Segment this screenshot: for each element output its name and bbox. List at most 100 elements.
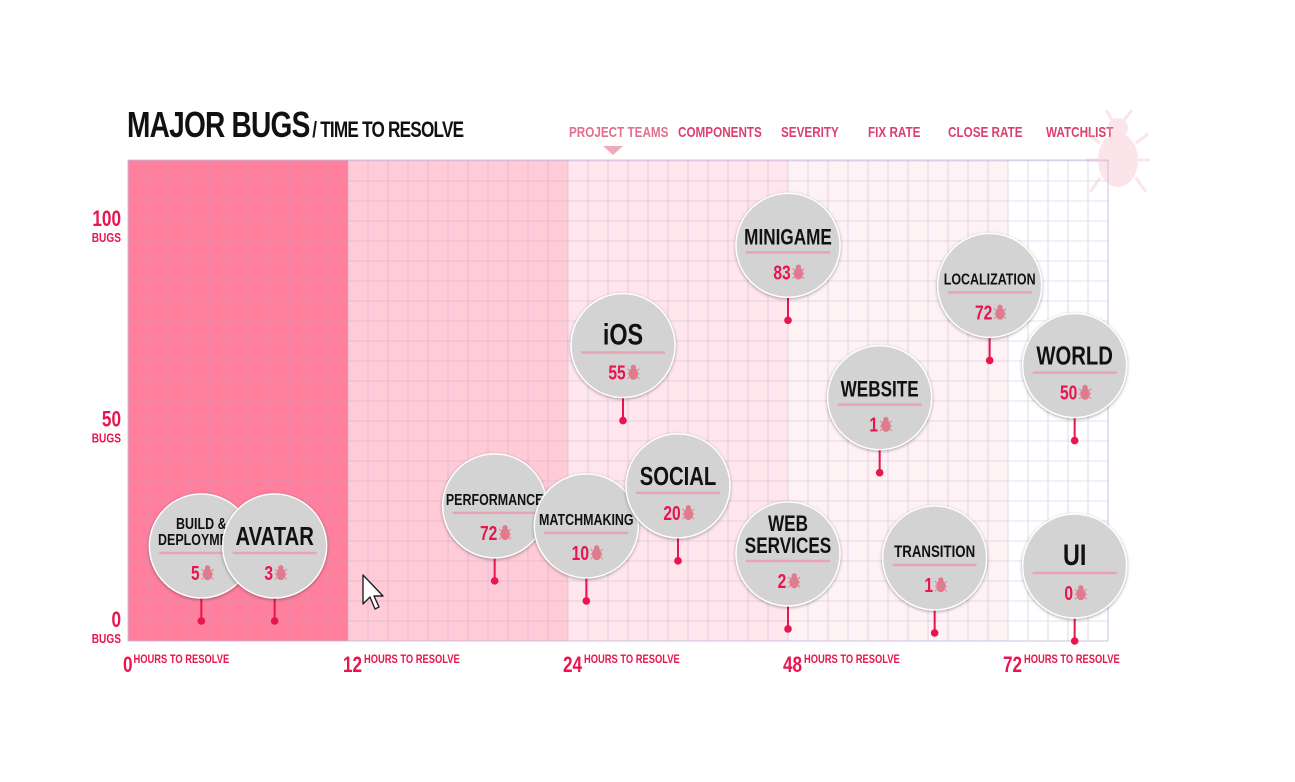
point-value-label: 72 xyxy=(480,522,497,544)
point-dot xyxy=(619,416,627,425)
svg-text:BUGS: BUGS xyxy=(92,231,121,245)
point-name-label: PERFORMANCE xyxy=(446,491,544,509)
svg-text:0: 0 xyxy=(123,653,133,678)
point-bubble xyxy=(881,505,988,611)
data-point[interactable]: WEBSITE 1 xyxy=(826,344,933,477)
point-dot xyxy=(1070,436,1079,445)
point-dot xyxy=(582,597,591,605)
data-point[interactable]: MATCHMAKING 10 xyxy=(533,473,640,605)
x-tick-label: 12 HOURS TO RESOLVE xyxy=(343,653,460,678)
point-value-label: 0 xyxy=(1064,582,1073,604)
point-value-label: 83 xyxy=(773,261,790,283)
svg-text:HOURS TO RESOLVE: HOURS TO RESOLVE xyxy=(1024,653,1120,666)
point-bubble xyxy=(826,344,933,451)
point-dot xyxy=(930,629,939,637)
point-value-label: 20 xyxy=(663,502,680,524)
point-value-label: 10 xyxy=(572,542,589,564)
active-tab-indicator xyxy=(603,146,623,155)
data-point[interactable]: PERFORMANCE 72 xyxy=(441,453,548,585)
point-dot xyxy=(197,617,206,625)
point-dot xyxy=(1070,637,1079,645)
title-subtitle: / TIME TO RESOLVE xyxy=(312,117,464,142)
point-bubble xyxy=(1021,513,1128,619)
point-name-label: SOCIAL xyxy=(640,461,717,490)
point-name-label: MATCHMAKING xyxy=(539,512,634,530)
svg-text:24: 24 xyxy=(563,653,582,678)
point-value-label: 3 xyxy=(264,562,273,584)
point-name-label: WORLD xyxy=(1036,341,1113,370)
point-dot xyxy=(270,617,279,625)
point-name-label: BUILD & xyxy=(176,516,227,534)
x-tick-label: 48 HOURS TO RESOLVE xyxy=(783,653,900,678)
x-tick-label: 24 HOURS TO RESOLVE xyxy=(563,653,680,678)
svg-text:HOURS TO RESOLVE: HOURS TO RESOLVE xyxy=(133,653,229,666)
mouse-cursor-icon xyxy=(362,574,384,610)
svg-text:BUGS: BUGS xyxy=(92,431,121,445)
data-point[interactable]: MINIGAME 83 xyxy=(735,192,841,325)
point-bubble xyxy=(735,192,841,299)
tab-components[interactable]: COMPONENTS xyxy=(678,124,762,141)
point-name-label: MINIGAME xyxy=(744,225,832,250)
data-point[interactable]: UI 0 xyxy=(1021,513,1128,645)
point-dot xyxy=(985,356,994,365)
point-name-label: UI xyxy=(1063,538,1086,571)
data-points: BUILD &DEPLOYMENT5AVATAR3PERFORMANCE72MA… xyxy=(148,192,1128,645)
data-point[interactable]: LOCALIZATION 72 xyxy=(936,232,1043,365)
point-bubble xyxy=(1021,312,1128,419)
decorations xyxy=(603,109,1150,193)
data-point[interactable]: TRANSITION 1 xyxy=(881,505,988,637)
chart-title: MAJOR BUGS / TIME TO RESOLVE xyxy=(127,104,464,146)
bug-watermark-icon xyxy=(1086,109,1150,193)
point-value-label: 72 xyxy=(975,302,992,324)
svg-text:BUGS: BUGS xyxy=(92,632,121,646)
x-tick-label: 0 HOURS TO RESOLVE xyxy=(123,653,229,678)
data-point[interactable]: AVATAR 3 xyxy=(221,493,328,625)
point-value-label: 1 xyxy=(869,414,878,436)
point-dot xyxy=(784,316,792,325)
data-point[interactable]: iOS 55 xyxy=(570,292,676,425)
point-name-label: SERVICES xyxy=(745,534,831,559)
point-dot xyxy=(674,557,682,565)
tab-severity[interactable]: SEVERITY xyxy=(781,124,839,141)
view-tabs: PROJECT TEAMS COMPONENTS SEVERITY FIX RA… xyxy=(0,124,1295,164)
data-point[interactable]: WORLD 50 xyxy=(1021,312,1128,445)
x-tick-label: 72 HOURS TO RESOLVE xyxy=(1003,653,1120,678)
point-bubble xyxy=(735,501,841,607)
point-bubble xyxy=(936,232,1043,339)
point-bubble xyxy=(221,493,328,599)
tab-fix-rate[interactable]: FIX RATE xyxy=(868,124,921,141)
point-name-label: WEB xyxy=(768,512,808,537)
point-value-label: 1 xyxy=(924,574,933,596)
time-band xyxy=(348,160,568,641)
point-name-label: TRANSITION xyxy=(894,542,975,561)
svg-text:100: 100 xyxy=(92,207,121,232)
svg-text:48: 48 xyxy=(783,653,802,678)
tab-watchlist[interactable]: WATCHLIST xyxy=(1046,124,1114,141)
point-value-label: 2 xyxy=(778,570,787,592)
point-name-label: WEBSITE xyxy=(841,378,919,403)
point-value-label: 50 xyxy=(1060,382,1077,404)
point-value-label: 55 xyxy=(608,362,625,384)
point-bubble xyxy=(533,473,640,579)
data-point[interactable]: SOCIAL 20 xyxy=(625,433,731,565)
axis-labels: 0 HOURS TO RESOLVE 12 HOURS TO RESOLVE 24 HOU… xyxy=(92,207,1120,677)
point-name-label: LOCALIZATION xyxy=(944,271,1036,289)
point-value-label: 5 xyxy=(191,562,200,584)
tab-project-teams[interactable]: PROJECT TEAMS xyxy=(569,124,669,141)
point-name-label: AVATAR xyxy=(235,522,314,551)
point-bubble xyxy=(570,292,676,399)
point-dot xyxy=(490,577,499,585)
title-main: MAJOR BUGS xyxy=(127,104,310,145)
svg-text:HOURS TO RESOLVE: HOURS TO RESOLVE xyxy=(364,653,460,666)
point-dot xyxy=(875,468,884,477)
svg-text:50: 50 xyxy=(102,408,121,433)
svg-text:0: 0 xyxy=(111,608,121,633)
tab-close-rate[interactable]: CLOSE RATE xyxy=(948,124,1023,141)
svg-text:HOURS TO RESOLVE: HOURS TO RESOLVE xyxy=(804,653,900,666)
point-dot xyxy=(784,625,792,633)
svg-text:72: 72 xyxy=(1003,653,1022,678)
